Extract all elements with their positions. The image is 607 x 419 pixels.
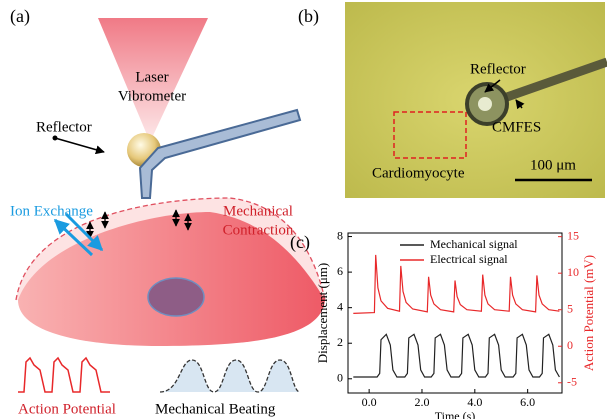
cmfes-text: CMFES <box>492 119 541 135</box>
x-tick-label: 2.0 <box>414 395 429 409</box>
y2-tick-label: 10 <box>567 265 579 279</box>
panel-b: (b) Reflector CMFES Cardiomyocyte 100 μm <box>298 2 607 198</box>
ap-waveform <box>18 356 110 393</box>
ion-arrow <box>53 218 94 257</box>
y-tick-label: 0 <box>337 371 343 385</box>
y2-tick-label: -5 <box>567 375 577 389</box>
beating-waveform <box>159 359 301 393</box>
arrow <box>54 137 105 155</box>
y-axis-title: Displacement (μm) <box>315 263 330 363</box>
reflector-text: Reflector <box>470 61 526 77</box>
reflector-core <box>478 97 492 111</box>
y2-tick-label: 5 <box>567 301 573 315</box>
y-tick-label: 4 <box>337 299 343 313</box>
ap-text: Action Potential <box>18 401 116 417</box>
scale-text: 100 μm <box>530 157 576 173</box>
chart: 0 2 4 6 8 15 10 5 0 -5 0.0 2.0 4.0 6.0 Time (s) Displac… <box>315 228 596 419</box>
nucleus <box>147 277 205 317</box>
plot-frame <box>347 232 563 394</box>
series-line <box>353 333 560 378</box>
pipette <box>138 108 302 199</box>
panel-label: (a) <box>10 6 30 27</box>
panel-label: (c) <box>290 232 310 253</box>
beating-text: Mechanical Beating <box>155 401 276 417</box>
cell-text: Cardiomyocyte <box>372 165 465 181</box>
legend-label: Mechanical signal <box>430 237 518 251</box>
contraction-text: Contraction <box>223 222 294 238</box>
contraction-text: Mechanical <box>223 203 293 219</box>
laser-text: Laser <box>135 69 168 85</box>
y-tick-label: 8 <box>337 228 343 242</box>
laser-text: Vibrometer <box>118 88 186 104</box>
reflector-text: Reflector <box>36 119 92 135</box>
y-tick-label: 6 <box>337 264 343 278</box>
y2-tick-label: 0 <box>567 338 573 352</box>
panel-a: (a) Laser Vibrometer Reflector Ion Excha… <box>10 6 326 417</box>
series-line <box>353 254 560 314</box>
x-tick-label: 0.0 <box>362 395 377 409</box>
y2-tick-label: 15 <box>567 228 579 242</box>
x-tick-label: 4.0 <box>467 395 482 409</box>
panel-label: (b) <box>298 6 319 27</box>
ion-text: Ion Exchange <box>10 203 93 219</box>
legend-label: Electrical signal <box>430 252 508 266</box>
x-tick-label: 6.0 <box>520 395 535 409</box>
cell-box <box>393 111 467 159</box>
arrow <box>484 79 501 93</box>
arrow <box>515 99 525 110</box>
x-axis-title: Time (s) <box>435 409 476 419</box>
ion-arrow <box>64 212 104 252</box>
y-tick-label: 2 <box>337 335 343 349</box>
laser-beam <box>98 18 208 142</box>
arrow-dot <box>52 135 58 141</box>
y2-axis-title: Action Potential (mV) <box>581 255 596 371</box>
